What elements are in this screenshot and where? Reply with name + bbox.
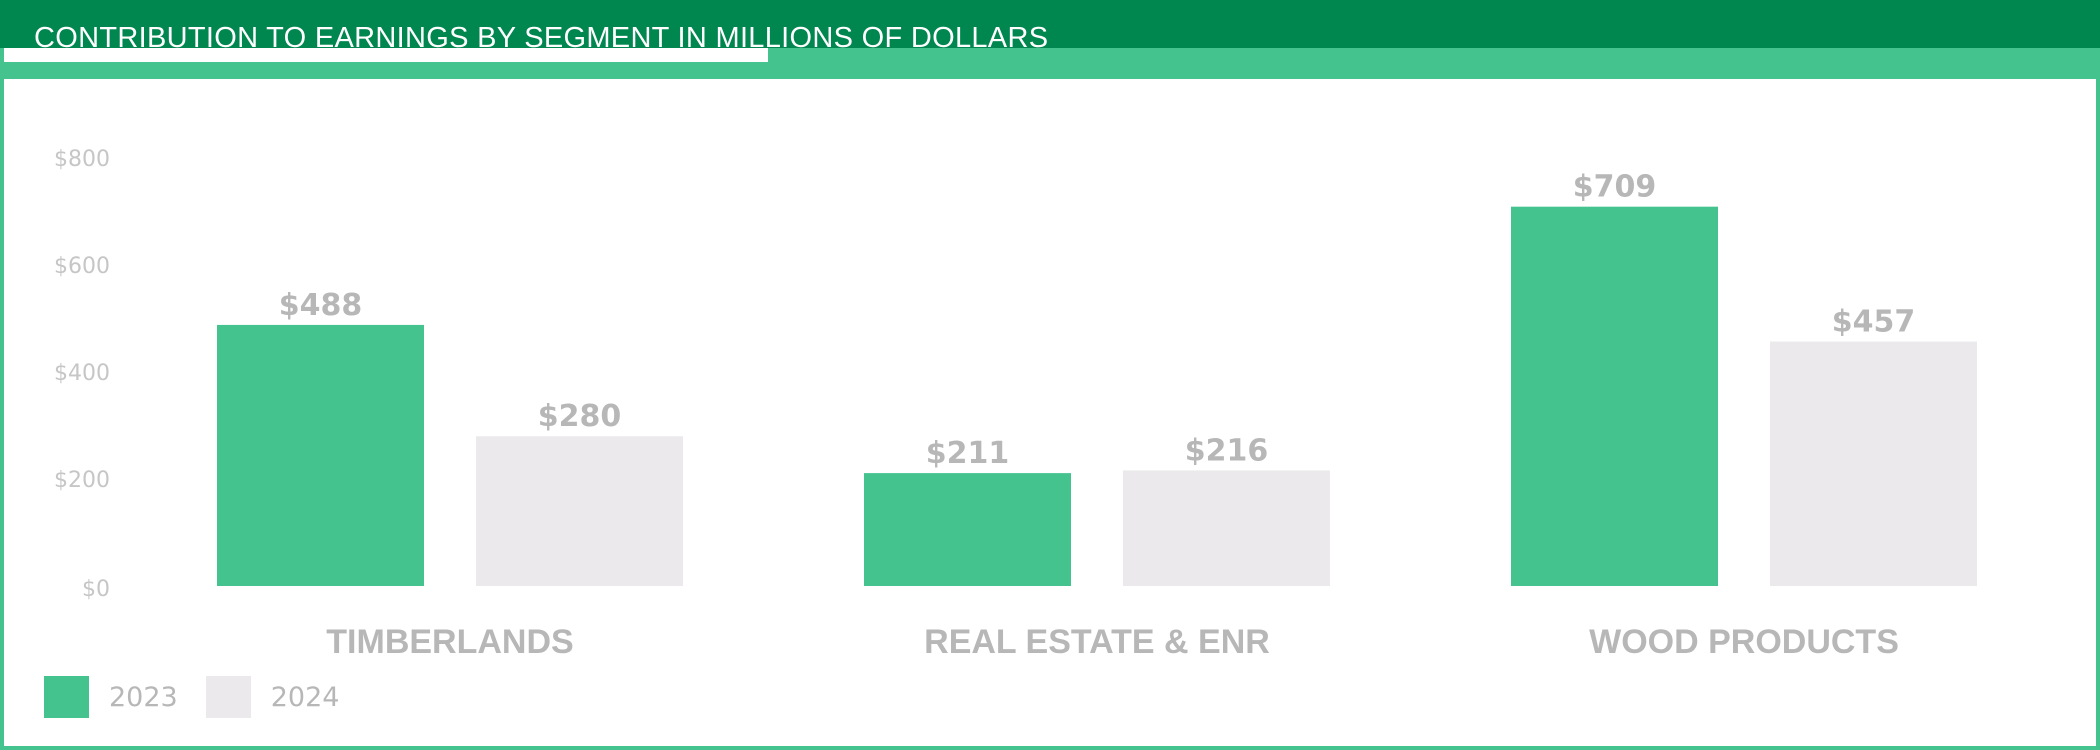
legend-item-2024: 2024 — [205, 676, 340, 718]
category-label: TIMBERLANDS — [326, 623, 573, 661]
header-accent-strip — [0, 62, 768, 79]
data-label: $280 — [538, 399, 622, 434]
header-accent-bar — [768, 48, 2100, 79]
bar-2023-1 — [864, 473, 1071, 586]
bar-2024-1 — [1123, 470, 1330, 586]
y-tick-label: $0 — [82, 577, 110, 602]
bar-2024-2 — [1770, 341, 1977, 586]
legend-label-2023: 2023 — [109, 681, 178, 713]
legend-swatch-2024 — [205, 676, 251, 718]
category-label: REAL ESTATE & ENR — [924, 623, 1270, 661]
category-label: WOOD PRODUCTS — [1589, 623, 1899, 661]
bar-2023-2 — [1511, 206, 1718, 586]
legend-item-2023: 2023 — [44, 676, 178, 718]
data-label: $488 — [279, 288, 363, 323]
legend-swatch-2023 — [44, 676, 89, 718]
header-bar — [0, 0, 2100, 48]
data-label: $457 — [1832, 305, 1916, 340]
bar-2024-0 — [476, 436, 683, 586]
data-label: $216 — [1185, 433, 1269, 468]
y-tick-label: $800 — [54, 147, 110, 172]
data-label: $709 — [1573, 170, 1657, 205]
legend-label-2024: 2024 — [270, 681, 340, 713]
y-tick-label: $600 — [54, 254, 110, 279]
bar-2023-0 — [217, 324, 424, 586]
y-tick-label: $400 — [54, 361, 110, 386]
legend: 2023 2024 — [44, 676, 367, 718]
y-tick-label: $200 — [54, 468, 110, 493]
data-label: $211 — [926, 436, 1010, 471]
chart-title: CONTRIBUTION TO EARNINGS BY SEGMENT IN M… — [34, 22, 1049, 54]
